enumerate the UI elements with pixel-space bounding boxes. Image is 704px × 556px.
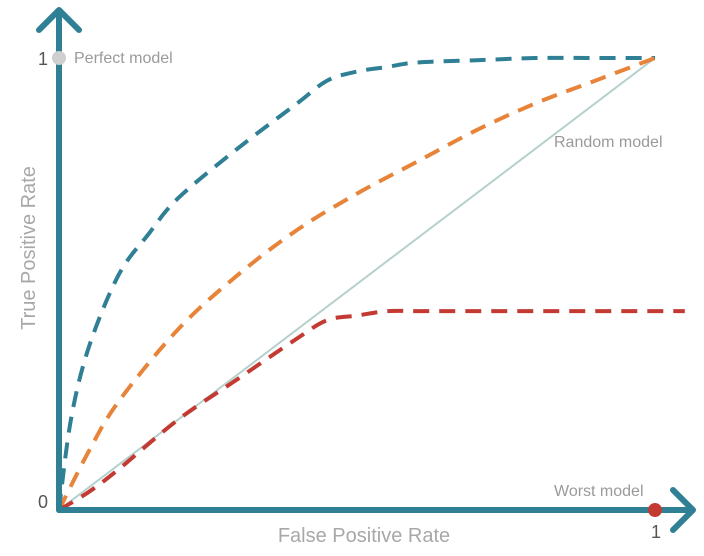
x-tick-label-1: 1 bbox=[651, 522, 661, 542]
roc-curve-1 bbox=[57, 56, 656, 511]
random-model-line bbox=[58, 57, 656, 511]
x-tick-label-0: 0 bbox=[38, 492, 48, 512]
annotation-perfect-model: Perfect model bbox=[74, 50, 173, 67]
roc-curve-2 bbox=[57, 308, 685, 512]
y-axis-title: True Positive Rate bbox=[18, 166, 40, 330]
series-layer bbox=[57, 55, 685, 512]
annotation-marker-2 bbox=[648, 503, 662, 517]
marker-layer bbox=[52, 51, 662, 517]
annotation-marker-0 bbox=[52, 51, 66, 65]
annotation-worst-model: Worst model bbox=[554, 483, 644, 500]
roc-curve-0 bbox=[57, 55, 655, 511]
y-axis-arrowhead bbox=[36, 7, 82, 33]
annotation-random-model: Random model bbox=[554, 134, 663, 151]
x-axis-arrowhead bbox=[670, 487, 696, 533]
y-tick-label-1: 1 bbox=[38, 49, 48, 69]
x-axis-title: False Positive Rate bbox=[278, 525, 450, 547]
